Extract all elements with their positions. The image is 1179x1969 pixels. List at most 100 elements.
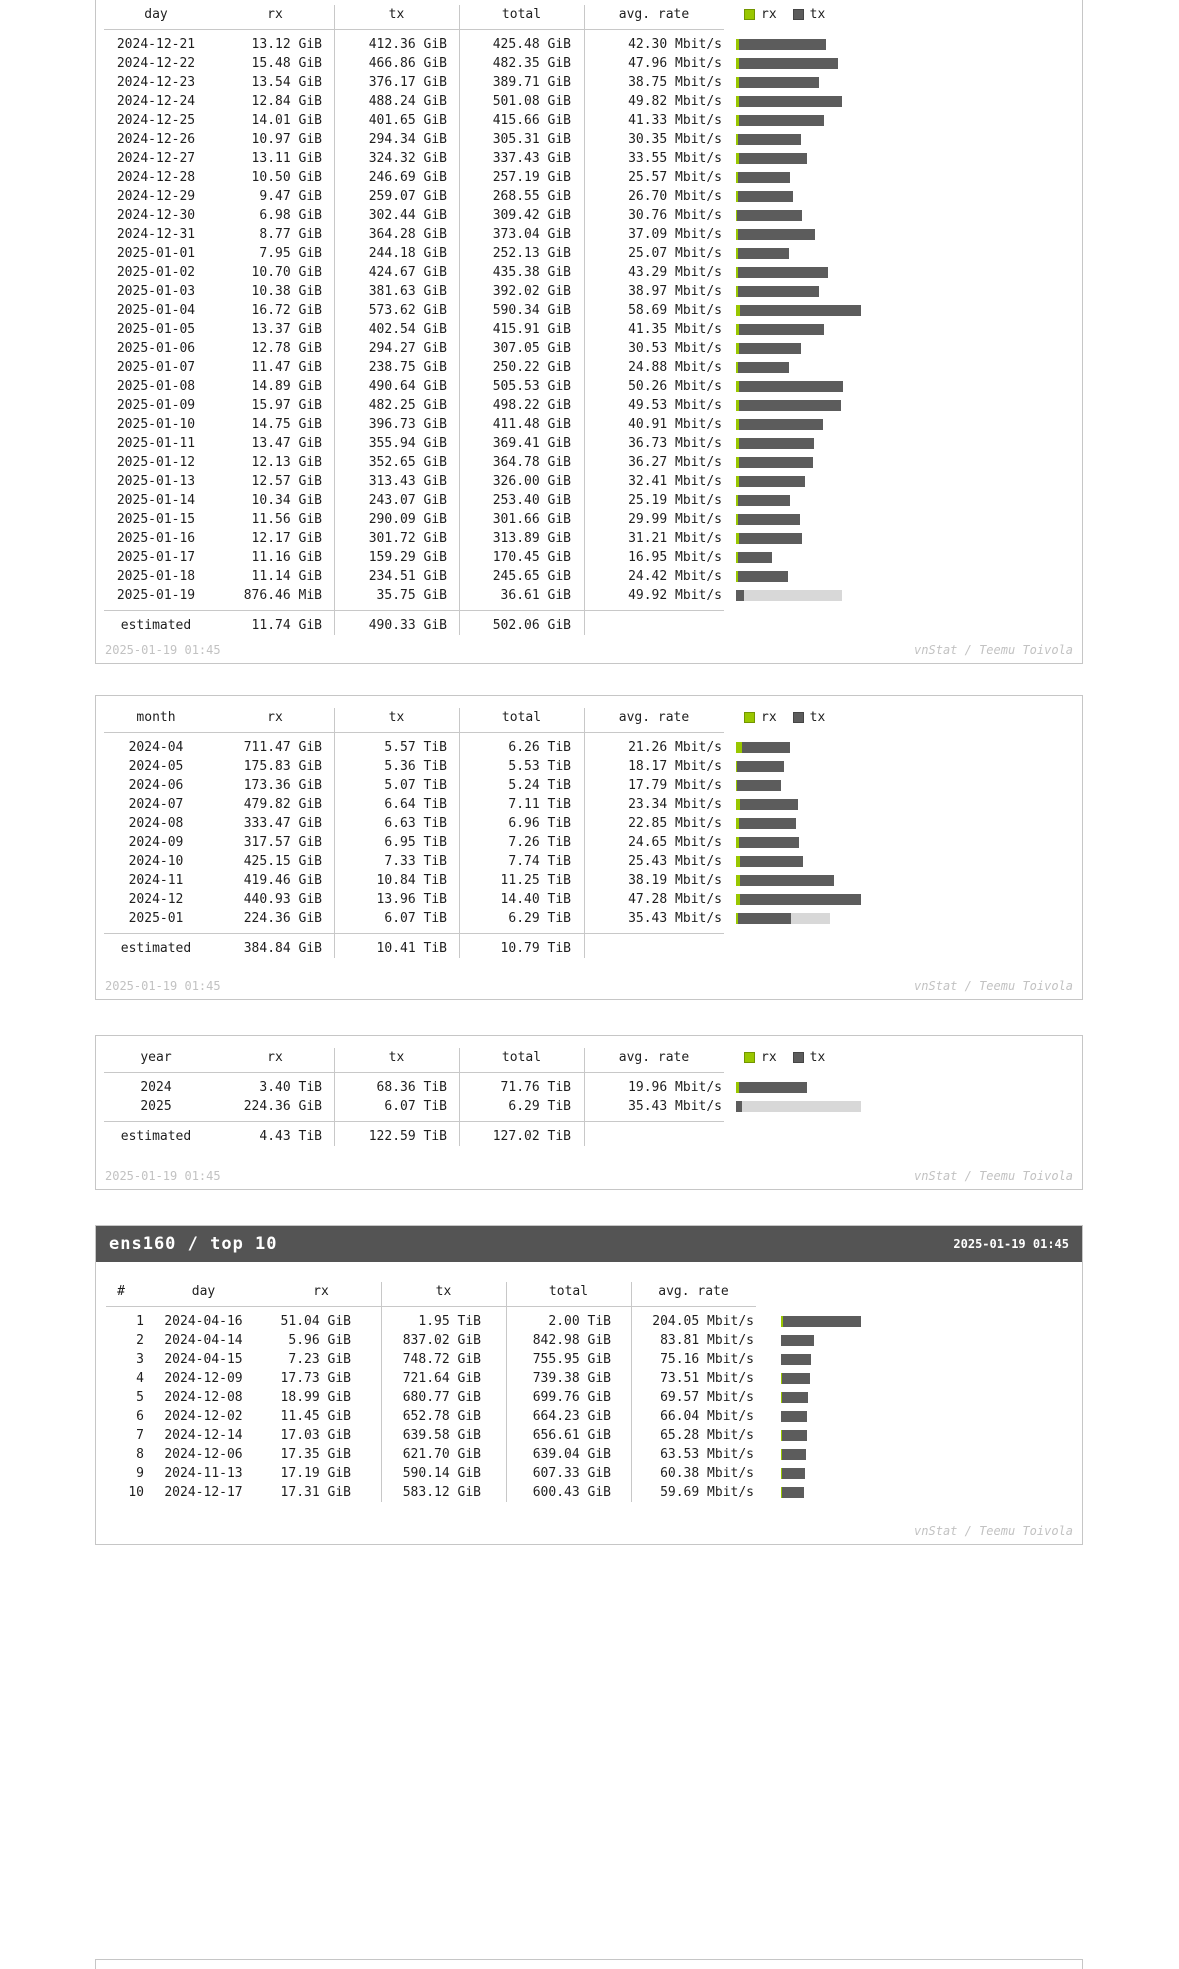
cell-rate: 25.57 Mbit/s bbox=[628, 170, 722, 185]
cell-tx: 639.58 GiB bbox=[402, 1428, 481, 1443]
table-header-row: month rx tx total avg. rate rx tx bbox=[96, 708, 1082, 727]
legend-tx-label: tx bbox=[809, 7, 826, 22]
cell-label: 2025-01-09 bbox=[116, 398, 196, 413]
cell-label: 2024-04-14 bbox=[164, 1333, 243, 1348]
traffic-bar bbox=[736, 491, 790, 510]
cell-rx: 7.23 GiB bbox=[288, 1352, 351, 1367]
traffic-bar bbox=[736, 586, 843, 605]
cell-rate: 26.70 Mbit/s bbox=[628, 189, 722, 204]
traffic-bar-track bbox=[736, 533, 803, 544]
traffic-bar bbox=[736, 320, 825, 339]
daily-traffic-panel: day rx tx total avg. rate rx tx 2024-12-21 13.12… bbox=[95, 0, 1083, 664]
table-rule bbox=[104, 610, 724, 611]
table-row: 2024-12-25 14.01 GiB 401.65 GiB 415.66 GiB 4… bbox=[96, 111, 1082, 130]
traffic-bar-track bbox=[736, 191, 793, 202]
column-header-label: month bbox=[136, 710, 176, 725]
traffic-bar bbox=[736, 149, 808, 168]
table-header-row: day rx tx total avg. rate rx tx bbox=[96, 5, 1082, 24]
rx-bar-segment bbox=[736, 381, 740, 392]
tx-bar-segment bbox=[738, 267, 829, 278]
cell-rx: 13.54 GiB bbox=[251, 75, 322, 90]
cell-total: 2.00 TiB bbox=[548, 1314, 611, 1329]
rx-bar-segment bbox=[736, 267, 739, 278]
estimated-row: estimated 4.43 TiB 122.59 TiB 127.02 TiB bbox=[96, 1127, 1082, 1146]
traffic-bar-track bbox=[736, 267, 829, 278]
cell-rate: 23.34 Mbit/s bbox=[628, 797, 722, 812]
traffic-bar-track bbox=[736, 77, 819, 88]
traffic-bar bbox=[736, 795, 798, 814]
table-row: 2024-12-29 9.47 GiB 259.07 GiB 268.55 GiB 26… bbox=[96, 187, 1082, 206]
column-header-tx: tx bbox=[388, 1050, 405, 1065]
cell-total: 6.96 TiB bbox=[508, 816, 571, 831]
cell-rx: 479.82 GiB bbox=[243, 797, 322, 812]
tx-swatch-icon bbox=[792, 9, 804, 20]
cell-rate: 59.69 Mbit/s bbox=[660, 1485, 754, 1500]
tx-bar-segment bbox=[738, 362, 789, 373]
cell-rx: 440.93 GiB bbox=[243, 892, 322, 907]
tx-bar-segment bbox=[781, 1487, 805, 1498]
tx-bar-segment bbox=[738, 495, 790, 506]
tx-bar-segment bbox=[781, 1354, 811, 1365]
cell-label: 2024-04-16 bbox=[164, 1314, 243, 1329]
cell-label: 2024-10 bbox=[128, 854, 184, 869]
cell-total: 14.40 TiB bbox=[500, 892, 571, 907]
cell-tx: 721.64 GiB bbox=[402, 1371, 481, 1386]
tx-bar-segment bbox=[737, 761, 784, 772]
cell-label: 2025-01-19 bbox=[116, 588, 196, 603]
cell-rx: 12.13 GiB bbox=[251, 455, 322, 470]
rx-swatch-icon bbox=[744, 1052, 755, 1063]
cell-total: 664.23 GiB bbox=[532, 1409, 611, 1424]
cell-tx: 7.33 TiB bbox=[384, 854, 447, 869]
traffic-bar-track bbox=[736, 1101, 861, 1112]
column-header-total: total bbox=[548, 1284, 589, 1299]
rx-bar-segment bbox=[736, 115, 739, 126]
cell-total: 7.26 TiB bbox=[508, 835, 571, 850]
traffic-bar bbox=[736, 814, 797, 833]
footer-timestamp: 2025-01-19 01:45 bbox=[105, 643, 221, 657]
rx-bar-segment bbox=[781, 1487, 782, 1498]
rx-bar-segment bbox=[736, 571, 739, 582]
cell-rate bbox=[584, 1127, 724, 1146]
traffic-bar bbox=[781, 1312, 861, 1331]
rx-bar-segment bbox=[781, 1449, 782, 1460]
cell-tx: 381.63 GiB bbox=[368, 284, 447, 299]
table-row: 2024-11 419.46 GiB 10.84 TiB 11.25 TiB 38.19… bbox=[96, 871, 1082, 890]
cell-label: 2024-12-24 bbox=[116, 94, 196, 109]
cell-total: 7.74 TiB bbox=[508, 854, 571, 869]
rx-bar-segment bbox=[736, 172, 739, 183]
tx-bar-segment bbox=[781, 1373, 810, 1384]
cell-tx: 238.75 GiB bbox=[368, 360, 447, 375]
cell-rx: 10.38 GiB bbox=[251, 284, 322, 299]
tx-bar-segment bbox=[737, 210, 802, 221]
tx-bar-segment bbox=[781, 1411, 807, 1422]
cell-label: 2025-01-17 bbox=[116, 550, 196, 565]
cell-tx: 748.72 GiB bbox=[402, 1352, 481, 1367]
cell-rx: 711.47 GiB bbox=[243, 740, 322, 755]
cell-total: 6.29 TiB bbox=[508, 1099, 571, 1114]
cell-rate: 47.28 Mbit/s bbox=[628, 892, 722, 907]
cell-tx: 6.07 TiB bbox=[384, 1099, 447, 1114]
column-header-label: day bbox=[144, 7, 168, 22]
cell-rate: 66.04 Mbit/s bbox=[660, 1409, 754, 1424]
traffic-bar-track bbox=[736, 894, 861, 905]
traffic-bar bbox=[736, 187, 793, 206]
column-separator bbox=[631, 1282, 632, 1502]
cell-rate: 21.26 Mbit/s bbox=[628, 740, 722, 755]
table-rule bbox=[104, 732, 724, 733]
cell-total: 389.71 GiB bbox=[492, 75, 571, 90]
cell-label: 2025-01-12 bbox=[116, 455, 196, 470]
cell-label: 2025-01-14 bbox=[116, 493, 196, 508]
cell-tx: 573.62 GiB bbox=[368, 303, 447, 318]
cell-label: 2025-01-11 bbox=[116, 436, 196, 451]
traffic-bar-track bbox=[736, 172, 791, 183]
cell-tx: 482.25 GiB bbox=[368, 398, 447, 413]
traffic-bar-track bbox=[736, 799, 798, 810]
cell-total: 590.34 GiB bbox=[492, 303, 571, 318]
top10-title: ens160 / top 10 bbox=[109, 1234, 278, 1254]
cell-label: estimated bbox=[120, 1129, 192, 1144]
cell-rx: 13.37 GiB bbox=[251, 322, 322, 337]
cell-total: 607.33 GiB bbox=[532, 1466, 611, 1481]
table-row: 2024 3.40 TiB 68.36 TiB 71.76 TiB 19.96 Mbit… bbox=[96, 1078, 1082, 1097]
cell-rx: 3.40 TiB bbox=[259, 1080, 322, 1095]
cell-total: 6.26 TiB bbox=[508, 740, 571, 755]
